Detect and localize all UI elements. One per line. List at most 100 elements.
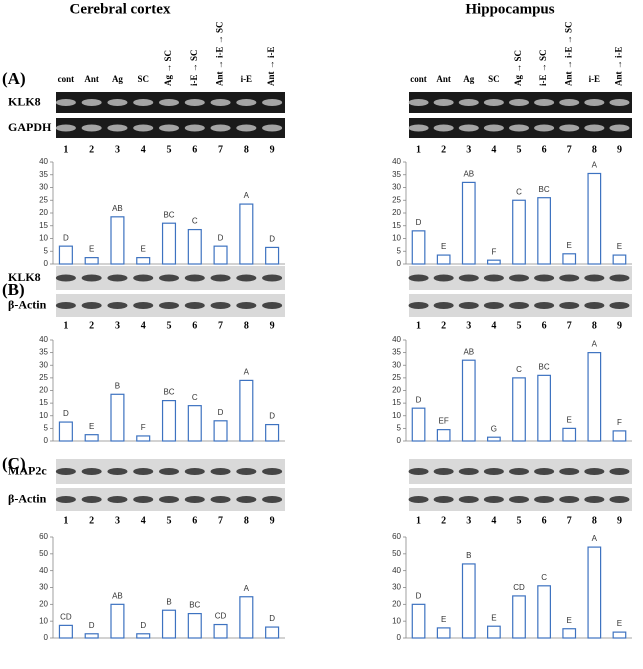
lane-number: 8 <box>592 515 597 526</box>
gel-band <box>458 124 479 132</box>
gel-band <box>408 99 429 106</box>
gel-band <box>107 124 128 132</box>
lane-number: 2 <box>89 515 94 526</box>
significance-letter: B <box>115 381 120 390</box>
lane-header: Ant <box>84 74 99 84</box>
bar <box>265 626 280 639</box>
y-tick-label: 5 <box>397 423 402 432</box>
y-tick-label: 35 <box>39 348 48 357</box>
bar <box>161 222 177 265</box>
significance-letter: E <box>441 615 446 624</box>
bar <box>587 172 602 265</box>
lane-number: 8 <box>244 515 249 526</box>
y-tick-label: 40 <box>392 566 401 575</box>
y-tick-label: 30 <box>392 360 401 369</box>
lane-number: 1 <box>63 320 68 331</box>
gel-band <box>609 302 630 309</box>
significance-letter: CD <box>60 612 72 621</box>
bar <box>562 427 577 442</box>
lane-number: 4 <box>141 320 146 331</box>
lane-number: 4 <box>141 144 146 155</box>
y-tick-label: 25 <box>392 373 401 382</box>
gel-band <box>559 496 580 503</box>
bar <box>265 423 280 442</box>
gel-band <box>133 468 154 475</box>
bar <box>187 612 202 639</box>
lane-header: Ant <box>436 74 451 84</box>
gel-band <box>609 274 630 282</box>
significance-letter: E <box>89 245 94 254</box>
gel-band <box>81 496 102 503</box>
gel-band <box>133 124 154 132</box>
lane-header: Ag → SC <box>163 50 173 86</box>
bar <box>84 434 99 442</box>
gel-band <box>107 468 128 475</box>
gel-band <box>534 99 555 106</box>
lane-number: 3 <box>115 320 120 331</box>
gel-band <box>509 302 529 309</box>
y-tick-label: 15 <box>392 398 401 407</box>
gel-band <box>210 124 231 132</box>
significance-letter: F <box>617 418 622 427</box>
significance-letter: D <box>416 218 422 227</box>
gel-band <box>81 302 102 309</box>
lane-header: i-E → SC <box>189 49 199 86</box>
bar <box>411 407 426 442</box>
gel-band <box>584 124 605 132</box>
lane-number: 3 <box>466 144 471 155</box>
lane-header: Ant → i-E → SC <box>215 21 225 86</box>
lane-number: 4 <box>491 144 496 155</box>
significance-letter: E <box>567 415 572 424</box>
gel-band <box>262 99 283 106</box>
gel-band <box>184 468 205 475</box>
bar <box>436 429 451 442</box>
y-tick-label: 5 <box>397 246 402 255</box>
gel-band <box>559 302 580 309</box>
y-tick-label: 25 <box>39 373 48 382</box>
gel-band <box>458 468 479 475</box>
gel-band <box>133 496 154 503</box>
y-tick-label: 30 <box>392 583 401 592</box>
gel-band <box>262 468 283 475</box>
y-tick-label: 0 <box>397 633 402 642</box>
significance-letter: E <box>441 242 446 251</box>
gel-band <box>236 496 257 503</box>
significance-letter: A <box>244 191 250 200</box>
gel-band <box>55 496 76 503</box>
y-tick-label: 50 <box>392 549 401 558</box>
gel-band <box>609 496 630 503</box>
gel-band <box>433 274 454 282</box>
y-tick-label: 10 <box>39 616 48 625</box>
bar <box>537 585 551 639</box>
gel-band <box>559 274 580 282</box>
lane-header: i-E → SC <box>538 49 548 86</box>
significance-letter: D <box>269 412 275 421</box>
y-tick-label: 40 <box>392 157 401 166</box>
column-title: Hippocampus <box>465 1 554 17</box>
significance-letter: A <box>592 340 598 349</box>
gel-band <box>133 99 154 106</box>
gel-band <box>236 468 257 475</box>
gel-band <box>483 496 504 503</box>
gel-band <box>81 124 102 132</box>
gel-band <box>210 99 231 106</box>
gel-band <box>559 124 580 132</box>
bar <box>239 379 254 442</box>
lane-number: 3 <box>466 515 471 526</box>
significance-letter: D <box>63 233 69 242</box>
gel-band <box>408 468 429 475</box>
bar <box>587 352 602 442</box>
bar <box>487 625 501 639</box>
y-tick-label: 40 <box>39 335 48 344</box>
significance-letter: B <box>166 597 171 606</box>
row-label: KLK8 <box>8 94 41 108</box>
gel-band <box>159 496 179 503</box>
row-label: GAPDH <box>8 120 52 134</box>
bar <box>84 633 99 639</box>
gel-band <box>159 468 179 475</box>
y-tick-label: 25 <box>39 195 48 204</box>
gel-band <box>509 496 529 503</box>
gel-band <box>433 99 454 106</box>
significance-letter: D <box>89 621 95 630</box>
lane-number: 9 <box>617 144 622 155</box>
